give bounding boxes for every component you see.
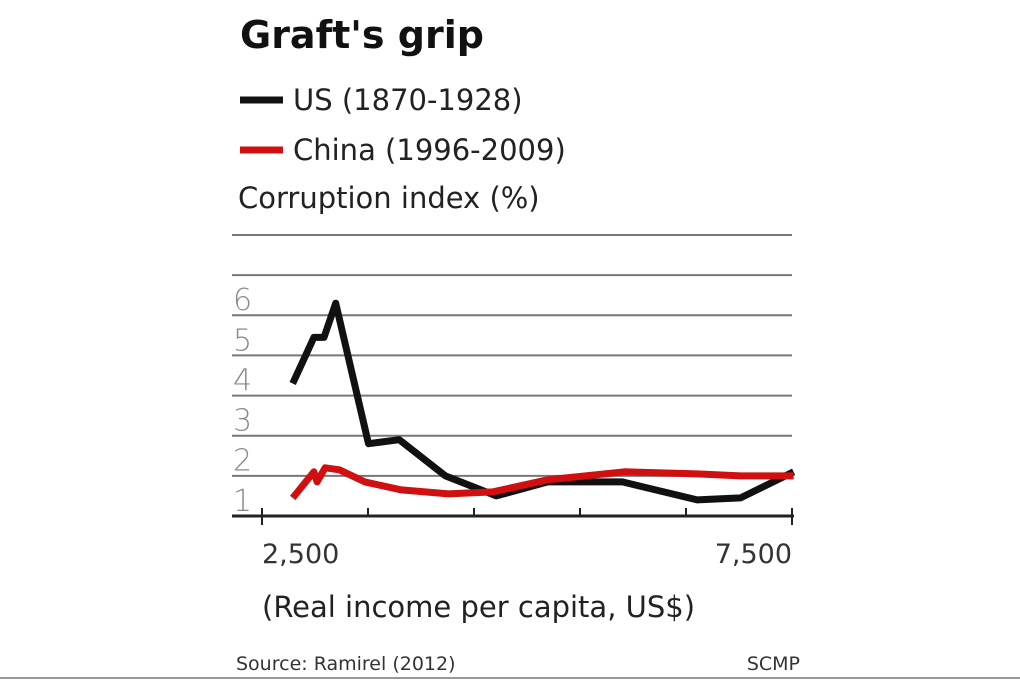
x-tick-label: 2,500: [262, 539, 339, 570]
y-tick-label: 3: [233, 404, 252, 439]
y-tick-label: 4: [233, 363, 252, 398]
series-line-us: [289, 299, 796, 504]
y-tick-label: 5: [233, 323, 252, 358]
series-line-china: [289, 464, 794, 501]
y-tick-label: 2: [233, 444, 252, 479]
legend: US (1870-1928) China (1996-2009): [240, 83, 566, 167]
credit: SCMP: [747, 653, 800, 675]
y-tick-label: 6: [233, 283, 252, 318]
y-axis-label: Corruption index (%): [238, 181, 540, 215]
legend-label: China (1996-2009): [293, 133, 566, 167]
source-note: Source: Ramirel (2012): [236, 653, 456, 675]
y-tick-label: 1: [233, 484, 252, 519]
series-lines: [289, 299, 796, 504]
x-axis: 2,500 7,500: [232, 508, 794, 570]
x-tick-label: 7,500: [715, 539, 792, 570]
chart-title: Graft's grip: [240, 13, 484, 57]
x-axis-label: (Real income per capita, US$): [262, 590, 695, 624]
gridlines: 1 2 3 4 5 6: [232, 234, 792, 519]
legend-label: US (1870-1928): [293, 83, 523, 117]
